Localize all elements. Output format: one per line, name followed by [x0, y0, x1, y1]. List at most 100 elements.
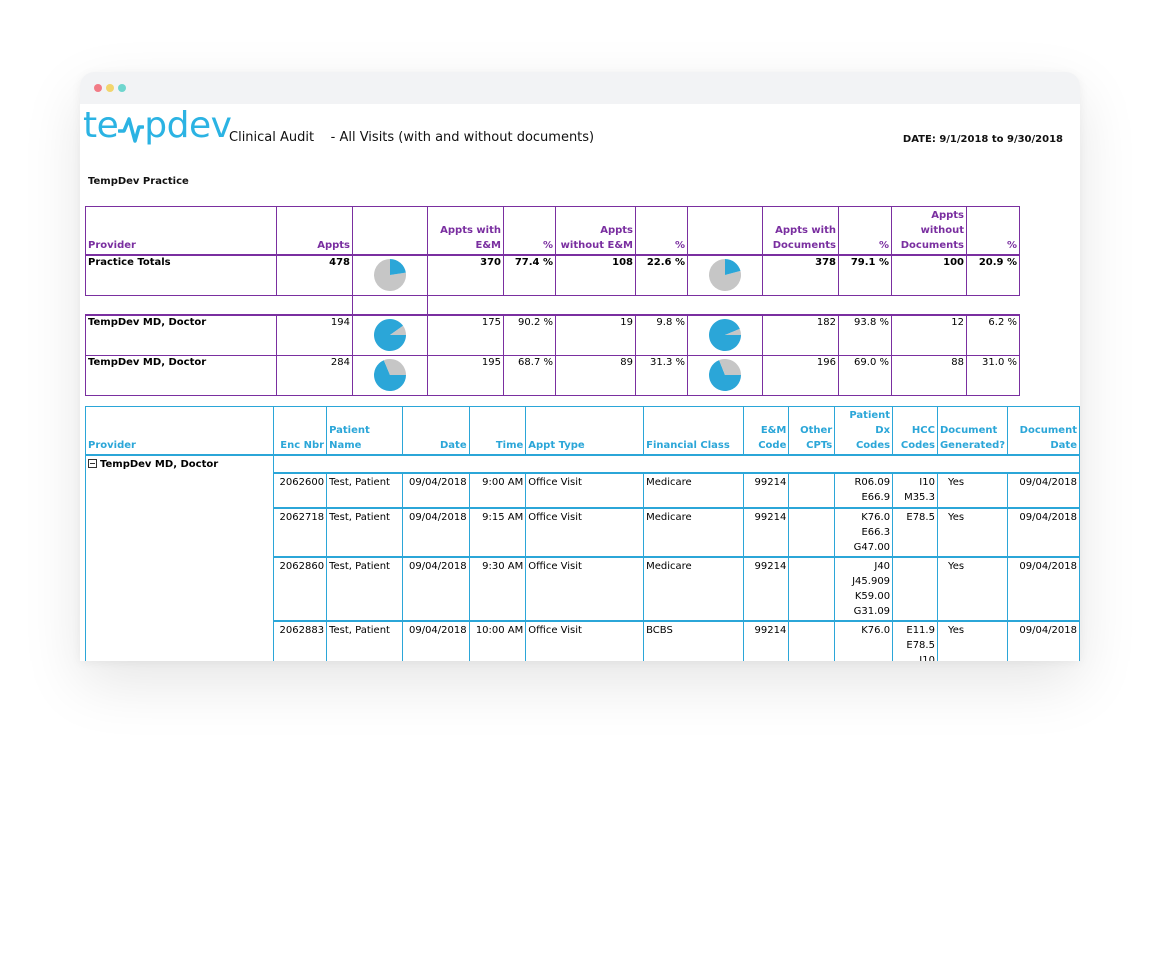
summary-appts-without-docs: 100	[891, 255, 967, 296]
visit-time: 9:00 AM	[468, 473, 527, 509]
header-line: Document	[1019, 425, 1077, 436]
pie-slice-rest	[725, 328, 741, 335]
summary-docs-pct: 93.8 %	[838, 314, 892, 356]
header-line: HCC	[911, 425, 935, 436]
maximize-window-button[interactable]	[118, 84, 126, 92]
em-code: 99214	[743, 557, 790, 622]
visit-date: 09/04/2018	[401, 621, 470, 661]
summary-col-appts-with-em: Appts with E&M	[427, 206, 504, 256]
hcc-codes	[892, 557, 938, 622]
dx-code: K76.0	[861, 512, 891, 523]
collapse-icon[interactable]	[88, 459, 97, 468]
summary-appts-without-em: 19	[555, 314, 636, 356]
header-line: Document	[939, 425, 998, 436]
visit-time: 10:00 AM	[468, 621, 527, 661]
hcc-code: I10	[919, 477, 935, 488]
report-date-range: DATE: 9/1/2018 to 9/30/2018	[902, 134, 1063, 145]
provider-group-row: TempDev MD, Doctor	[84, 455, 1080, 474]
detail-col-provider: Provider	[84, 406, 275, 456]
summary-appts-without-docs: 12	[891, 314, 967, 356]
header-line: Codes	[900, 440, 935, 451]
summary-no-em-pct: 31.3 %	[635, 355, 688, 396]
summary-provider-row: TempDev MD, Doctor 194 175 90.2 % 19 9.8…	[85, 314, 1020, 356]
appt-type: Office Visit	[525, 473, 645, 509]
em-code: 99214	[743, 508, 790, 558]
hcc-codes: E11.9 E78.5 I10	[892, 621, 938, 661]
summary-no-docs-pct: 31.0 %	[966, 355, 1020, 396]
summary-em-pct: 77.4 %	[503, 255, 556, 296]
summary-appts-without-em: 89	[555, 355, 636, 396]
financial-class: BCBS	[643, 621, 745, 661]
em-pie-icon	[374, 318, 406, 351]
visit-time: 9:15 AM	[468, 508, 527, 558]
tempdev-logo: te pdev	[83, 105, 232, 146]
table-row[interactable]: 2062860 Test, Patient 09/04/2018 9:30 AM…	[84, 557, 1080, 622]
summary-appts-without-docs: 88	[891, 355, 967, 396]
provider-group-header[interactable]: TempDev MD, Doctor	[84, 455, 275, 473]
header-line: Other	[800, 425, 833, 436]
enc-nbr: 2062860	[273, 557, 328, 622]
summary-col-appts-with-docs: Appts with Documents	[762, 206, 839, 256]
table-row[interactable]: 2062718 Test, Patient 09/04/2018 9:15 AM…	[84, 508, 1080, 558]
dx-code: K59.00	[854, 591, 891, 602]
dx-code: J45.909	[852, 576, 891, 587]
em-pie-chart	[352, 314, 428, 356]
em-pie-icon	[374, 358, 406, 391]
enc-nbr: 2062883	[273, 621, 328, 661]
summary-col-chart-2	[687, 206, 763, 256]
summary-col-appts: Appts	[276, 206, 353, 256]
visit-time: 9:30 AM	[468, 557, 527, 622]
summary-em-pct: 90.2 %	[503, 314, 556, 356]
detail-col-patient-dx-codes: Patient Dx Codes	[834, 406, 894, 456]
summary-appts-without-em: 108	[555, 255, 636, 296]
hcc-code: E78.5	[906, 640, 935, 651]
dx-code: J40	[874, 561, 891, 572]
financial-class: Medicare	[643, 557, 745, 622]
docs-pie-chart	[687, 314, 763, 356]
em-code: 99214	[743, 621, 790, 661]
dx-codes: R06.09 E66.9	[834, 473, 894, 509]
header-line: CPTs	[806, 440, 833, 451]
logo-pulse-icon	[118, 117, 145, 143]
docs-pie-chart	[687, 255, 763, 296]
table-row[interactable]: 2062883 Test, Patient 09/04/2018 10:00 A…	[84, 621, 1080, 661]
close-window-button[interactable]	[94, 84, 102, 92]
logo-text-right: pdev	[144, 105, 232, 146]
document-date: 09/04/2018	[1007, 508, 1080, 558]
summary-header-row: Provider Appts Appts with E&M % Appts wi…	[85, 206, 1020, 256]
summary-spacer-row	[85, 295, 1020, 316]
hcc-codes: I10 M35.3	[892, 473, 938, 509]
document-generated: Yes	[936, 621, 1009, 661]
summary-col-no-em-pct: %	[635, 206, 688, 256]
summary-provider: TempDev MD, Doctor	[85, 314, 277, 356]
table-row[interactable]: 2062600 Test, Patient 09/04/2018 9:00 AM…	[84, 473, 1080, 509]
pie-slice-share	[374, 359, 406, 391]
em-pie-chart	[352, 355, 428, 396]
summary-no-em-pct: 9.8 %	[635, 314, 688, 356]
provider-indent	[84, 621, 275, 661]
summary-col-provider: Provider	[85, 206, 277, 256]
header-line: Date	[1050, 440, 1077, 451]
pie-slice-share	[709, 359, 741, 391]
minimize-window-button[interactable]	[106, 84, 114, 92]
patient-name: Test, Patient	[326, 557, 403, 622]
visit-date: 09/04/2018	[401, 508, 470, 558]
summary-docs-pct: 79.1 %	[838, 255, 892, 296]
provider-indent	[84, 557, 275, 621]
summary-appts-with-docs: 182	[762, 314, 839, 356]
patient-name: Test, Patient	[326, 473, 403, 509]
hcc-code: E78.5	[906, 512, 935, 523]
docs-pie-icon	[709, 318, 741, 351]
summary-table: Provider Appts Appts with E&M % Appts wi…	[85, 206, 1020, 396]
summary-appts-with-em: 370	[427, 255, 504, 296]
pie-slice-rest	[719, 358, 741, 375]
provider-group-name: TempDev MD, Doctor	[100, 459, 219, 470]
pie-slice-share	[725, 259, 741, 275]
summary-col-appts-without-docs: Appts without Documents	[891, 206, 967, 256]
summary-appts: 478	[276, 255, 353, 296]
appt-type: Office Visit	[525, 557, 645, 622]
dx-codes: K76.0 E66.3 G47.00	[834, 508, 894, 558]
summary-appts: 284	[276, 355, 353, 396]
header-line: Code	[758, 440, 787, 451]
detail-col-enc-nbr: Enc Nbr	[273, 406, 328, 456]
